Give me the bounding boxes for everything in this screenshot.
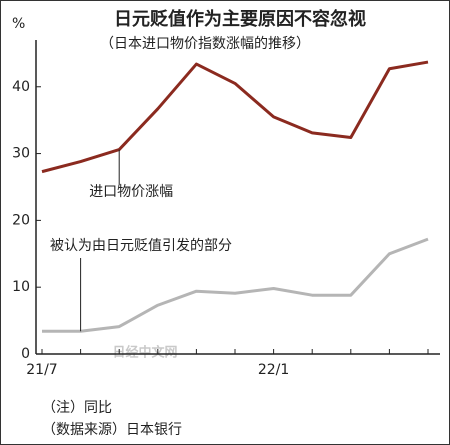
y-tick-label: 20 [12, 212, 30, 228]
y-tick-label: 40 [12, 79, 30, 95]
y-axis-label: % [12, 16, 25, 32]
y-tick-label: 10 [12, 279, 30, 295]
y-tick-label: 0 [21, 346, 30, 362]
legend-label: 被认为由日元贬值引发的部分 [50, 238, 232, 254]
chart-subtitle: （日本进口物价指数涨幅的推移） [100, 36, 310, 52]
line [41, 60, 429, 174]
x-tick-label: 21/7 [26, 362, 57, 378]
y-tick-label: 30 [12, 146, 30, 162]
legend-label: 进口物价涨幅 [89, 184, 173, 200]
x-tick-label: 22/1 [258, 362, 289, 378]
line [42, 237, 429, 333]
note: （数据来源）日本银行 [42, 422, 182, 438]
note: （注）同比 [42, 400, 112, 416]
chart-title: 日元贬值作为主要原因不容忽视 [114, 8, 366, 30]
watermark: 日经中文网 [112, 345, 177, 361]
